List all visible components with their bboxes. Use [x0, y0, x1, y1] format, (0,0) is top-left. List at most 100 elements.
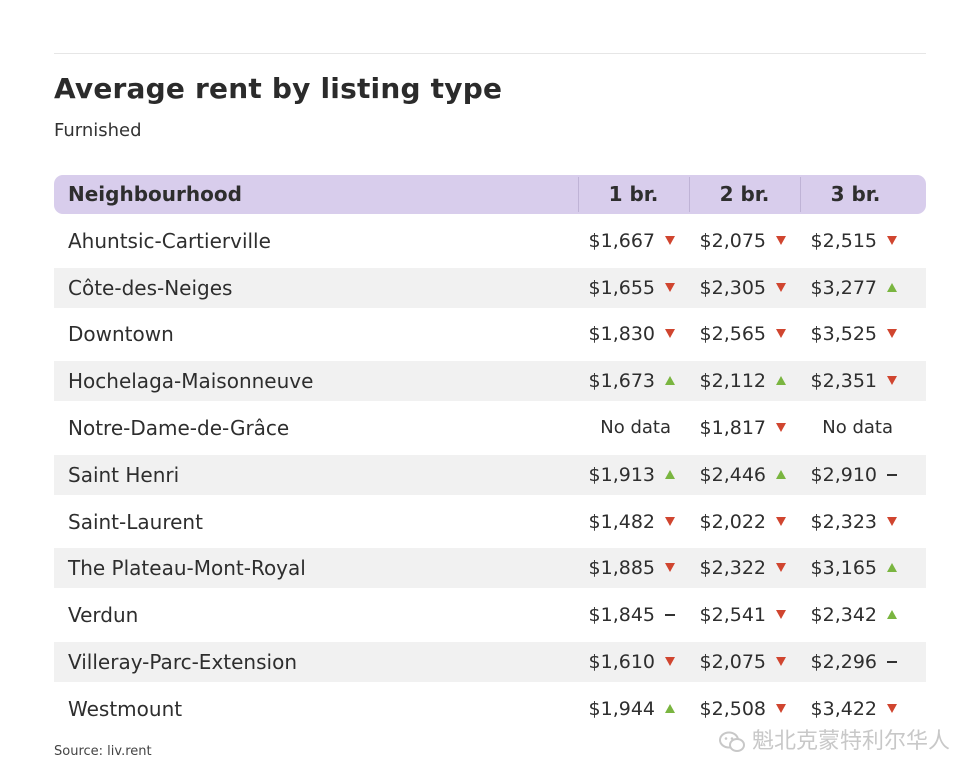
rent-cell-2br: $2,508 — [689, 689, 800, 729]
header-neighbourhood: Neighbourhood — [68, 182, 242, 206]
rent-value: $1,913 — [588, 463, 655, 486]
neighbourhood-name: Saint Henri — [68, 462, 180, 487]
trend-down-icon — [774, 642, 788, 682]
header-separator — [578, 177, 579, 212]
rent-value: $1,944 — [588, 697, 655, 720]
rent-value: $2,022 — [699, 510, 766, 533]
rent-value: $2,322 — [699, 557, 766, 580]
trend-down-icon — [885, 221, 899, 261]
table-row: Verdun $1,845 $2,541 $2,342 — [54, 595, 926, 635]
rent-value: $3,165 — [810, 557, 877, 580]
rent-value: $1,655 — [588, 276, 655, 299]
table-row: The Plateau-Mont-Royal $1,885 $2,322 $3,165 — [54, 548, 926, 589]
table-row: Saint-Laurent $1,482 $2,022 $2,323 — [54, 502, 926, 542]
rent-cell-2br: $2,541 — [689, 595, 800, 635]
trend-down-icon — [663, 268, 677, 308]
rent-cell-1br: $1,944 — [578, 689, 689, 729]
rent-cell-2br: $2,112 — [689, 361, 800, 401]
neighbourhood-name: Saint-Laurent — [68, 509, 203, 534]
rent-value: $2,075 — [699, 229, 766, 252]
trend-flat-icon — [885, 642, 899, 682]
header-3br: 3 br. — [830, 182, 881, 206]
trend-down-icon — [885, 314, 899, 354]
table-row: Ahuntsic-Cartierville $1,667 $2,075 $2,515 — [54, 221, 926, 261]
table-body: Ahuntsic-Cartierville $1,667 $2,075 $2,515 C… — [54, 221, 926, 729]
trend-down-icon — [774, 548, 788, 588]
rent-cell-3br: $3,525 — [800, 314, 911, 354]
header-separator — [800, 177, 801, 212]
rent-cell-1br: $1,610 — [578, 642, 689, 682]
rent-cell-2br: $2,305 — [689, 268, 800, 308]
trend-down-icon — [774, 502, 788, 542]
wechat-icon — [718, 731, 745, 752]
rent-cell-1br: $1,913 — [578, 455, 689, 495]
trend-up-icon — [885, 595, 899, 635]
table-row: Hochelaga-Maisonneuve $1,673 $2,112 $2,351 — [54, 361, 926, 402]
rent-cell-1br: $1,673 — [578, 361, 689, 401]
watermark-text: 魁北克蒙特利尔华人 — [751, 729, 950, 754]
rent-value: $1,673 — [588, 370, 655, 393]
neighbourhood-name: Verdun — [68, 603, 139, 628]
trend-flat-icon — [885, 455, 899, 495]
rent-value: $1,885 — [588, 557, 655, 580]
table-row: Saint Henri $1,913 $2,446 $2,910 — [54, 454, 926, 495]
trend-up-icon — [885, 268, 899, 308]
neighbourhood-name: Côte-des-Neiges — [68, 275, 233, 300]
rent-value: $1,817 — [699, 416, 766, 439]
rent-value: $2,075 — [699, 650, 766, 673]
trend-down-icon — [774, 595, 788, 635]
trend-down-icon — [885, 361, 899, 401]
rent-cell-3br: $2,515 — [800, 221, 911, 261]
table-row: Westmount $1,944 $2,508 $3,422 — [54, 689, 926, 729]
rent-cell-3br: No data — [800, 408, 911, 448]
rent-value: $3,422 — [810, 697, 877, 720]
neighbourhood-name: Ahuntsic-Cartierville — [68, 228, 271, 253]
trend-up-icon — [663, 689, 677, 729]
trend-up-icon — [774, 455, 788, 495]
rent-cell-1br: $1,655 — [578, 268, 689, 308]
rent-value: $2,112 — [699, 370, 766, 393]
header-separator — [689, 177, 690, 212]
rent-value: $2,565 — [699, 323, 766, 346]
watermark: 魁北克蒙特利尔华人 — [718, 726, 950, 758]
table-row: Côte-des-Neiges $1,655 $2,305 $3,277 — [54, 267, 926, 308]
trend-down-icon — [663, 221, 677, 261]
chart-subtitle: Furnished — [54, 120, 142, 141]
rent-value: $2,508 — [699, 697, 766, 720]
trend-up-icon — [663, 361, 677, 401]
rent-cell-1br: $1,667 — [578, 221, 689, 261]
rent-cell-2br: $2,075 — [689, 642, 800, 682]
rent-cell-2br: $2,022 — [689, 502, 800, 542]
rent-value: $2,305 — [699, 276, 766, 299]
rent-value: $2,323 — [810, 510, 877, 533]
neighbourhood-name: The Plateau-Mont-Royal — [68, 556, 306, 581]
source-note: Source: liv.rent — [54, 744, 152, 759]
trend-up-icon — [663, 455, 677, 495]
chart-title: Average rent by listing type — [54, 72, 503, 105]
rent-value: $2,351 — [810, 370, 877, 393]
trend-down-icon — [774, 268, 788, 308]
rent-cell-3br: $3,277 — [800, 268, 911, 308]
neighbourhood-name: Villeray-Parc-Extension — [68, 649, 297, 674]
trend-up-icon — [774, 361, 788, 401]
rent-value: $2,342 — [810, 604, 877, 627]
rent-cell-1br: $1,830 — [578, 314, 689, 354]
rent-value: $2,541 — [699, 604, 766, 627]
trend-flat-icon — [663, 595, 677, 635]
rent-cell-2br: $2,075 — [689, 221, 800, 261]
trend-down-icon — [774, 689, 788, 729]
table-row: Downtown $1,830 $2,565 $3,525 — [54, 314, 926, 354]
rent-cell-3br: $2,910 — [800, 455, 911, 495]
rent-cell-1br: $1,885 — [578, 548, 689, 588]
rent-cell-1br: No data — [578, 408, 689, 448]
rent-value: $1,830 — [588, 323, 655, 346]
rent-value: No data — [822, 416, 893, 438]
trend-down-icon — [663, 642, 677, 682]
rent-cell-1br: $1,845 — [578, 595, 689, 635]
table-row: Villeray-Parc-Extension $1,610 $2,075 $2,29… — [54, 641, 926, 682]
trend-down-icon — [663, 502, 677, 542]
rent-cell-3br: $2,342 — [800, 595, 911, 635]
rent-cell-2br: $2,446 — [689, 455, 800, 495]
rent-value: No data — [600, 416, 671, 438]
rent-value: $2,910 — [810, 463, 877, 486]
